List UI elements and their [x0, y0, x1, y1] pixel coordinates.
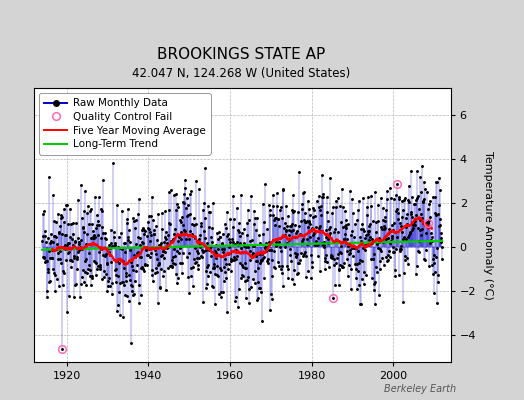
Y-axis label: Temperature Anomaly (°C): Temperature Anomaly (°C)	[483, 151, 493, 299]
Legend: Raw Monthly Data, Quality Control Fail, Five Year Moving Average, Long-Term Tren: Raw Monthly Data, Quality Control Fail, …	[39, 93, 211, 154]
Text: 42.047 N, 124.268 W (United States): 42.047 N, 124.268 W (United States)	[132, 67, 350, 80]
Text: BROOKINGS STATE AP: BROOKINGS STATE AP	[157, 47, 325, 62]
Text: Berkeley Earth: Berkeley Earth	[384, 384, 456, 394]
